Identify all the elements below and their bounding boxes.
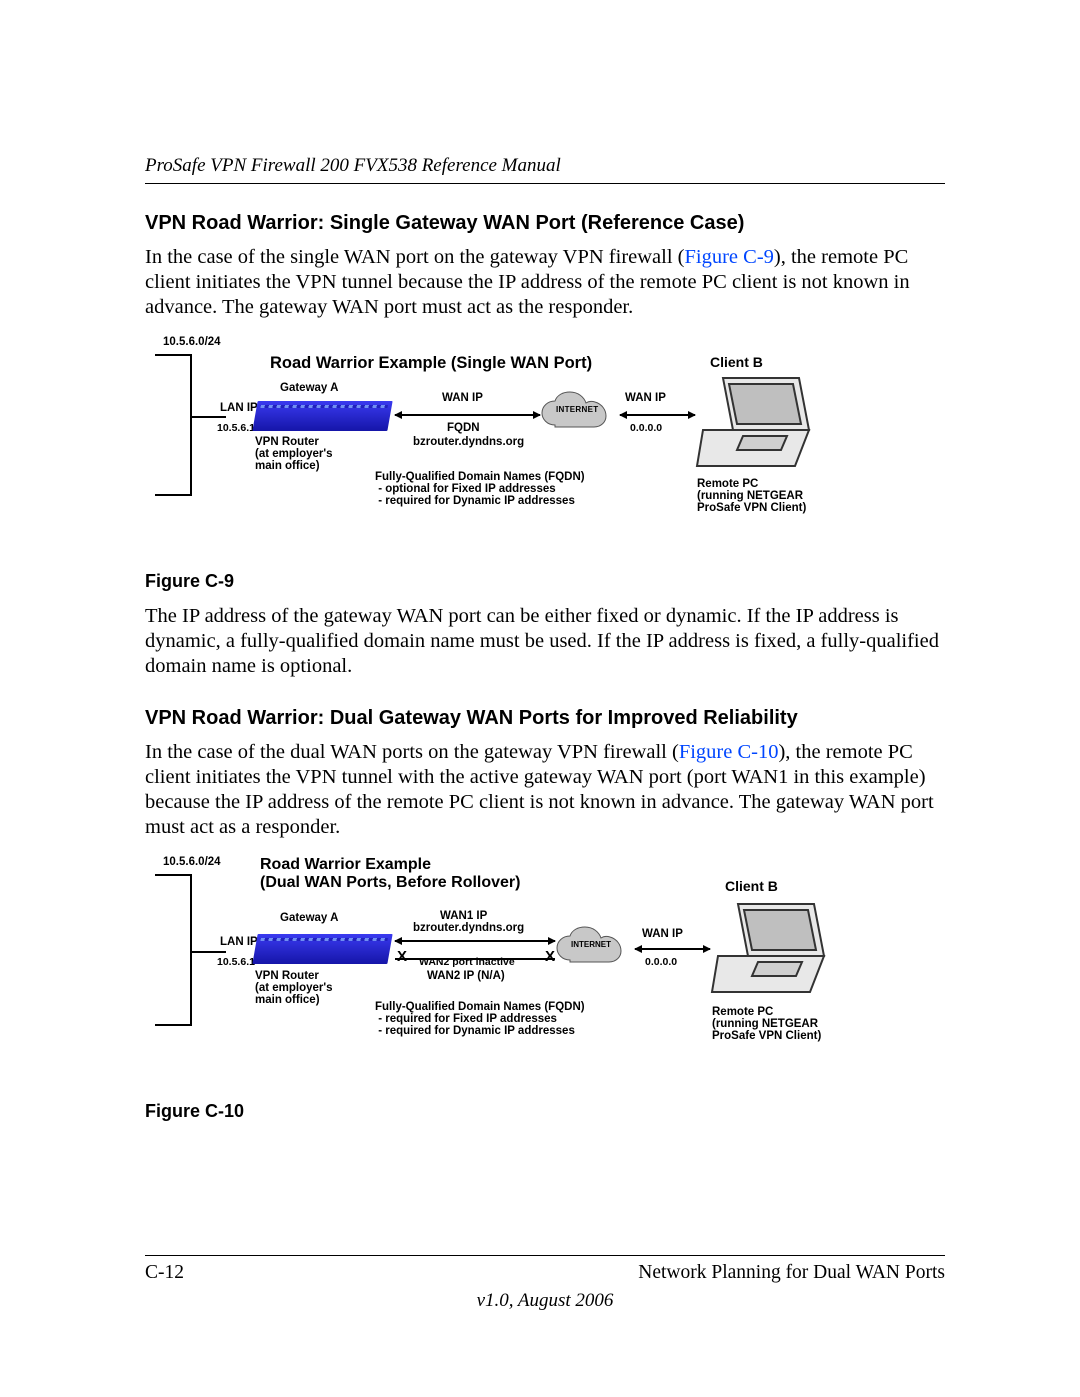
d1-client-label: Client B — [710, 354, 763, 370]
d2-laptop-icon — [710, 898, 835, 998]
d1-title: Road Warrior Example (Single WAN Port) — [270, 354, 592, 373]
d2-bus-t2 — [191, 951, 226, 953]
footer-section-title: Network Planning for Dual WAN Ports — [638, 1262, 945, 1284]
d2-client-ip: 0.0.0.0 — [645, 956, 677, 968]
footer-rule — [145, 1255, 945, 1256]
d1-fqdn-note: Fully-Qualified Domain Names (FQDN) - op… — [375, 471, 585, 507]
d1-laptop-icon — [695, 372, 820, 472]
page: ProSafe VPN Firewall 200 FVX538 Referenc… — [0, 0, 1080, 1397]
diagram-c9: 10.5.6.0/24 Road Warrior Example (Single… — [145, 336, 925, 561]
d1-wan-ip-right: WAN IP — [625, 392, 666, 404]
header-rule — [145, 183, 945, 184]
footer-version: v1.0, August 2006 — [145, 1290, 945, 1312]
d2-lan-ip-label: LAN IP — [220, 936, 258, 948]
d2-router-icon — [252, 934, 392, 964]
section2-heading: VPN Road Warrior: Dual Gateway WAN Ports… — [145, 707, 945, 730]
d2-client-label: Client B — [725, 878, 778, 894]
d1-lan-bus — [190, 354, 192, 496]
d1-cloud-icon: INTERNET — [540, 391, 618, 435]
d2-x-left: X — [397, 948, 407, 965]
section1-heading: VPN Road Warrior: Single Gateway WAN Por… — [145, 212, 945, 235]
d2-gateway-label: Gateway A — [280, 912, 338, 924]
d2-lan-bus — [190, 874, 192, 1026]
figure-c10-ref[interactable]: Figure C-10 — [679, 741, 779, 763]
footer-line: C-12 Network Planning for Dual WAN Ports — [145, 1262, 945, 1284]
d2-cloud-label: INTERNET — [571, 940, 611, 949]
page-number: C-12 — [145, 1262, 184, 1284]
d2-router-note: VPN Router (at employer's main office) — [255, 970, 333, 1006]
d1-lan-ip: 10.5.6.1 — [217, 422, 255, 434]
section1-para: In the case of the single WAN port on th… — [145, 245, 945, 320]
d2-wan1-fqdn: bzrouter.dyndns.org — [413, 922, 524, 934]
d1-bus-t2 — [191, 416, 226, 418]
d1-fqdn: bzrouter.dyndns.org — [413, 436, 524, 448]
d2-bus-t1 — [155, 874, 190, 876]
d1-link-line — [395, 414, 540, 416]
running-head: ProSafe VPN Firewall 200 FVX538 Referenc… — [145, 155, 945, 177]
d1-remote-note: Remote PC (running NETGEAR ProSafe VPN C… — [697, 478, 806, 514]
d2-title: Road Warrior Example (Dual WAN Ports, Be… — [260, 856, 520, 892]
d2-wan2-label: WAN2 IP (N/A) — [427, 970, 505, 982]
d1-lan-ip-label: LAN IP — [220, 402, 258, 414]
section2-para-pre: In the case of the dual WAN ports on the… — [145, 741, 679, 763]
d2-wan1-label: WAN1 IP — [440, 910, 487, 922]
section1-para-pre: In the case of the single WAN port on th… — [145, 246, 685, 268]
section2-para: In the case of the dual WAN ports on the… — [145, 740, 945, 840]
d1-subnet: 10.5.6.0/24 — [163, 336, 221, 348]
d1-fqdn-label: FQDN — [447, 422, 480, 434]
d1-bus-t1 — [155, 354, 190, 356]
diagram-c10: 10.5.6.0/24 Road Warrior Example (Dual W… — [145, 856, 925, 1091]
d2-remote-note: Remote PC (running NETGEAR ProSafe VPN C… — [712, 1006, 821, 1042]
figure-c9-caption: Figure C-9 — [145, 571, 945, 592]
d1-wan-ip-left: WAN IP — [442, 392, 483, 404]
d1-link-line-r — [620, 414, 695, 416]
d1-bus-t3 — [155, 494, 190, 496]
d1-router-note: VPN Router (at employer's main office) — [255, 436, 333, 472]
d1-router-icon — [252, 401, 392, 431]
figure-c10-caption: Figure C-10 — [145, 1101, 945, 1122]
d2-fqdn-note: Fully-Qualified Domain Names (FQDN) - re… — [375, 1001, 585, 1037]
d2-subnet: 10.5.6.0/24 — [163, 856, 221, 868]
d2-lan-ip: 10.5.6.1 — [217, 956, 255, 968]
section1-after-para: The IP address of the gateway WAN port c… — [145, 604, 945, 679]
d2-cloud-icon: INTERNET — [555, 926, 633, 970]
d1-gateway-label: Gateway A — [280, 382, 338, 394]
d2-wan2-inactive: WAN2 port inactive — [419, 956, 515, 968]
figure-c9-ref[interactable]: Figure C-9 — [685, 246, 774, 268]
d2-link1 — [395, 940, 555, 942]
d2-x-right: X — [545, 948, 555, 965]
d2-bus-t3 — [155, 1024, 190, 1026]
d1-cloud-label: INTERNET — [556, 405, 598, 414]
footer: C-12 Network Planning for Dual WAN Ports… — [145, 1255, 945, 1312]
d1-client-ip: 0.0.0.0 — [630, 422, 662, 434]
d2-link-r — [635, 948, 710, 950]
d2-wan-ip-right: WAN IP — [642, 928, 683, 940]
